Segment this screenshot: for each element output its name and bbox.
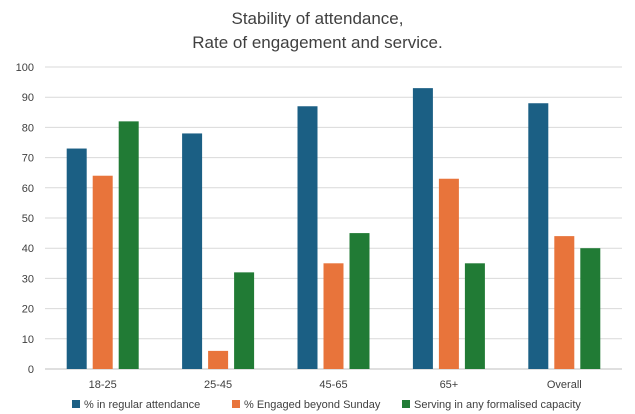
x-tick-label: 18-25 xyxy=(89,379,117,391)
bar xyxy=(182,133,203,369)
y-tick-label: 10 xyxy=(22,334,34,346)
legend-label: % Engaged beyond Sunday xyxy=(244,399,381,411)
x-tick-label: 65+ xyxy=(440,379,459,391)
legend-label: % in regular attendance xyxy=(84,399,200,411)
y-tick-label: 70 xyxy=(22,153,34,165)
y-tick-label: 50 xyxy=(22,213,34,225)
bar xyxy=(323,263,344,369)
y-tick-label: 30 xyxy=(22,273,34,285)
x-tick-label: 25-45 xyxy=(204,379,232,391)
legend-swatch xyxy=(72,400,80,408)
x-tick-label: Overall xyxy=(547,379,582,391)
bar xyxy=(208,350,229,369)
bar xyxy=(580,248,601,369)
bar xyxy=(438,178,459,369)
y-tick-label: 40 xyxy=(22,243,34,255)
chart-title-line-1: Stability of attendance, xyxy=(231,9,404,28)
bar xyxy=(118,121,139,369)
legend-swatch xyxy=(232,400,240,408)
y-tick-label: 60 xyxy=(22,183,34,195)
bar xyxy=(66,148,87,369)
bar xyxy=(234,272,255,369)
bar xyxy=(528,103,549,370)
bar xyxy=(297,106,318,369)
y-tick-label: 80 xyxy=(22,122,34,134)
chart-title-line-2: Rate of engagement and service. xyxy=(192,33,443,52)
bar xyxy=(464,263,485,369)
y-tick-label: 100 xyxy=(16,62,34,74)
bar xyxy=(554,236,575,369)
bar xyxy=(349,233,370,369)
bar xyxy=(412,88,433,369)
legend-swatch xyxy=(402,400,410,408)
x-tick-label: 45-65 xyxy=(319,379,347,391)
bar xyxy=(92,175,113,369)
y-tick-label: 0 xyxy=(28,364,34,376)
y-tick-label: 20 xyxy=(22,304,34,316)
y-tick-label: 90 xyxy=(22,92,34,104)
legend-label: Serving in any formalised capacity xyxy=(414,399,581,411)
